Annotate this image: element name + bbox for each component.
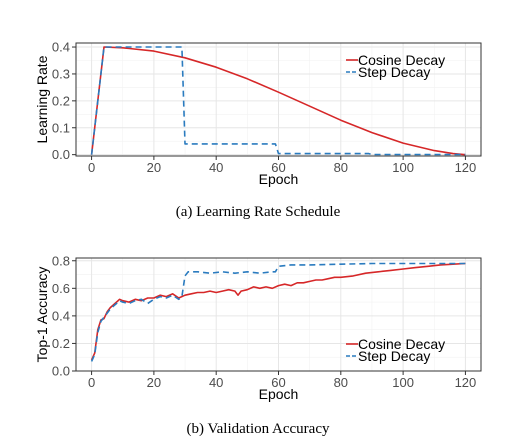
lr-x-tick-label: 100	[392, 160, 414, 175]
lr-y-tick-label: 0.2	[52, 93, 70, 108]
acc-x-ticks: 0 20 40 60 80 100 120	[88, 371, 476, 390]
lr-series-step-decay-line	[90, 46, 466, 156]
lr-x-tick-label: 60	[271, 160, 285, 175]
lr-y-tick-label: 0.3	[52, 66, 70, 81]
acc-x-tick-label: 60	[271, 375, 285, 390]
lr-x-ticks: 0 20 40 60 80 100 120	[88, 156, 476, 175]
lr-legend-cosine-label: Cosine Decay	[358, 52, 445, 68]
lr-y-axis-title: Learning Rate	[34, 55, 50, 143]
acc-lines	[90, 262, 466, 362]
learning-rate-panel: 0 20 40 60 80 100 120 0.0 0.1 0.2 0.3 0.4 Epoch Le…	[34, 40, 482, 220]
acc-x-tick-label: 80	[334, 375, 348, 390]
acc-x-tick-label: 120	[455, 375, 477, 390]
acc-x-tick-label: 100	[392, 375, 414, 390]
acc-y-axis-title: Top-1 Accuracy	[34, 267, 50, 363]
lr-lines	[90, 46, 466, 156]
accuracy-panel: 0 20 40 60 80 100 120 0.0 0.2 0.4 0.6 0.8 Epoch To…	[34, 253, 482, 437]
lr-grid	[76, 43, 481, 156]
lr-y-ticks: 0.0 0.1 0.2 0.3 0.4	[52, 40, 76, 162]
lr-x-tick-label: 80	[334, 160, 348, 175]
acc-y-tick-label: 0.2	[52, 336, 70, 351]
lr-y-tick-label: 0.0	[52, 147, 70, 162]
acc-legend-cosine-label: Cosine Decay	[358, 336, 445, 352]
lr-x-tick-label: 120	[455, 160, 477, 175]
lr-series-cosine-decay-line	[90, 46, 466, 156]
acc-x-tick-label: 20	[147, 375, 161, 390]
acc-x-tick-label: 0	[88, 375, 95, 390]
acc-legend-step-label: Step Decay	[358, 348, 430, 364]
acc-series-cosine-decay-line	[90, 262, 466, 361]
acc-y-tick-label: 0.6	[52, 281, 70, 296]
lr-x-axis-title: Epoch	[259, 171, 299, 187]
acc-y-tick-label: 0.8	[52, 253, 70, 268]
acc-x-axis-title: Epoch	[259, 386, 299, 402]
lr-y-tick-label: 0.1	[52, 120, 70, 135]
lr-y-tick-label: 0.4	[52, 40, 70, 55]
acc-caption: (b) Validation Accuracy	[186, 421, 330, 437]
lr-legend-step-label: Step Decay	[358, 64, 430, 80]
acc-series-step-decay-line	[90, 262, 466, 362]
acc-y-tick-label: 0.4	[52, 308, 70, 323]
lr-caption: (a) Learning Rate Schedule	[176, 204, 341, 220]
acc-legend: Cosine Decay Step Decay	[346, 336, 445, 364]
lr-x-tick-label: 40	[209, 160, 223, 175]
acc-x-tick-label: 40	[209, 375, 223, 390]
lr-legend: Cosine Decay Step Decay	[346, 52, 445, 80]
acc-y-ticks: 0.0 0.2 0.4 0.6 0.8	[52, 253, 76, 379]
acc-y-tick-label: 0.0	[52, 364, 70, 379]
lr-x-tick-label: 20	[147, 160, 161, 175]
lr-x-tick-label: 0	[88, 160, 95, 175]
